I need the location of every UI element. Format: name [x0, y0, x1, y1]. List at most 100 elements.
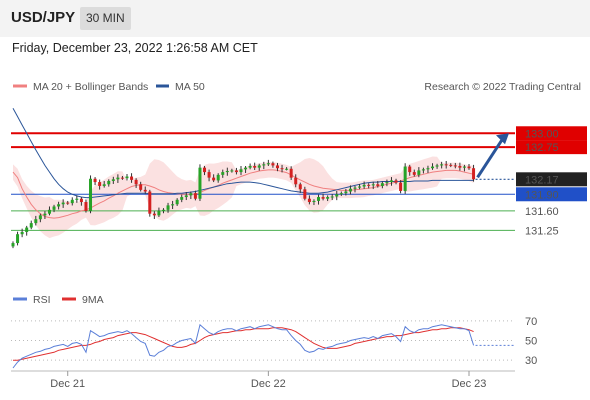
- candle-body: [57, 204, 61, 207]
- level-label-3: 131.60: [525, 206, 559, 218]
- candle-body: [43, 213, 47, 216]
- candle-body: [280, 168, 284, 170]
- candle-body: [358, 186, 362, 188]
- x-tick-label: Dec 21: [50, 378, 85, 390]
- candle-body: [444, 164, 448, 166]
- last-price-label: 132.17: [525, 174, 559, 186]
- candle-body: [216, 174, 220, 181]
- candle-body: [84, 202, 88, 211]
- candle-body: [431, 166, 435, 169]
- candle-body: [120, 177, 124, 179]
- candle-body: [125, 176, 129, 179]
- candle-body: [353, 187, 357, 189]
- candle-body: [66, 202, 70, 204]
- level-tag-2: [516, 187, 587, 202]
- candle-body: [426, 168, 430, 170]
- candle-body: [344, 191, 348, 194]
- candle-body: [330, 196, 334, 198]
- candle-body: [193, 193, 197, 199]
- candle-body: [394, 180, 398, 183]
- candle-body: [467, 166, 471, 169]
- rsi-tick-30: 30: [525, 355, 537, 367]
- candle-body: [262, 164, 266, 166]
- candle-body: [239, 169, 243, 173]
- rsi-ma9-line: [13, 327, 474, 361]
- candle-body: [171, 204, 175, 206]
- candle-body: [412, 172, 416, 175]
- rsi-line: [12, 323, 475, 369]
- level-label-1: 132.75: [525, 142, 559, 154]
- candle-body: [79, 198, 83, 203]
- candle-body: [98, 182, 102, 186]
- candle-body: [20, 231, 24, 235]
- candle-body: [157, 210, 161, 216]
- candle-body: [47, 209, 51, 214]
- rsi-tick-70: 70: [525, 316, 537, 328]
- candle-body: [285, 168, 289, 170]
- candle-body: [130, 176, 134, 180]
- candle-body: [234, 170, 238, 173]
- candle-body: [203, 167, 207, 173]
- candle-body: [134, 179, 138, 185]
- level-label-4: 131.25: [525, 225, 559, 237]
- candle-body: [143, 189, 147, 192]
- candle-body: [152, 213, 156, 216]
- candle-body: [11, 243, 15, 247]
- candle-body: [29, 223, 33, 228]
- candle-body: [38, 215, 42, 220]
- candle-body: [225, 170, 229, 173]
- candle-body: [271, 163, 275, 166]
- candle-body: [180, 197, 184, 200]
- candle-body: [317, 197, 321, 201]
- candle-body: [417, 170, 421, 175]
- legend-9ma-label: 9MA: [82, 294, 104, 306]
- candle-body: [198, 167, 202, 199]
- candle-body: [462, 166, 466, 168]
- candle-body: [435, 165, 439, 167]
- candle-body: [61, 202, 65, 205]
- candle-body: [184, 195, 188, 198]
- candle-body: [70, 199, 74, 204]
- candle-body: [339, 193, 343, 195]
- candle-body: [403, 166, 407, 191]
- candle-body: [244, 167, 248, 170]
- candle-body: [148, 191, 152, 214]
- candle-body: [449, 164, 453, 166]
- candle-body: [371, 184, 375, 186]
- timestamp: Friday, December 23, 2022 1:26:58 AM CET: [12, 41, 258, 55]
- candle-body: [453, 165, 457, 167]
- candle-body: [189, 193, 193, 196]
- credit-text: Research © 2022 Trading Central: [424, 81, 581, 93]
- price-plot: 133.00 132.75 131.90 131.60 131.25 132.17: [11, 108, 587, 249]
- candle-body: [307, 198, 311, 203]
- target-arrow-shaft: [476, 137, 505, 179]
- candle-body: [335, 194, 339, 197]
- candle-body: [289, 168, 293, 178]
- candle-body: [75, 198, 79, 200]
- x-tick-label: Dec 23: [452, 378, 487, 390]
- candle-body: [321, 197, 325, 199]
- rsi-tick-50: 50: [525, 336, 537, 348]
- candle-body: [207, 172, 211, 178]
- interval-button[interactable]: 30 MIN: [80, 7, 131, 30]
- candle-body: [212, 177, 216, 181]
- candle-body: [275, 165, 279, 169]
- level-tag-0: [516, 126, 587, 141]
- candle-body: [376, 184, 380, 186]
- candle-body: [93, 178, 97, 183]
- candle-body: [89, 178, 93, 211]
- candle-body: [248, 165, 252, 168]
- candle-body: [230, 170, 234, 172]
- legend-ma50-label: MA 50: [175, 81, 205, 93]
- level-tag-1: [516, 140, 587, 155]
- candle-body: [472, 168, 476, 180]
- symbol-label: USD/JPY: [11, 9, 76, 26]
- candle-body: [52, 206, 56, 210]
- candle-body: [221, 172, 225, 175]
- candle-body: [266, 163, 270, 165]
- candle-body: [253, 165, 257, 168]
- rsi-plot: 70 50 30: [11, 316, 537, 369]
- candle-body: [161, 209, 165, 211]
- candle-body: [25, 227, 29, 232]
- candle-body: [312, 200, 316, 203]
